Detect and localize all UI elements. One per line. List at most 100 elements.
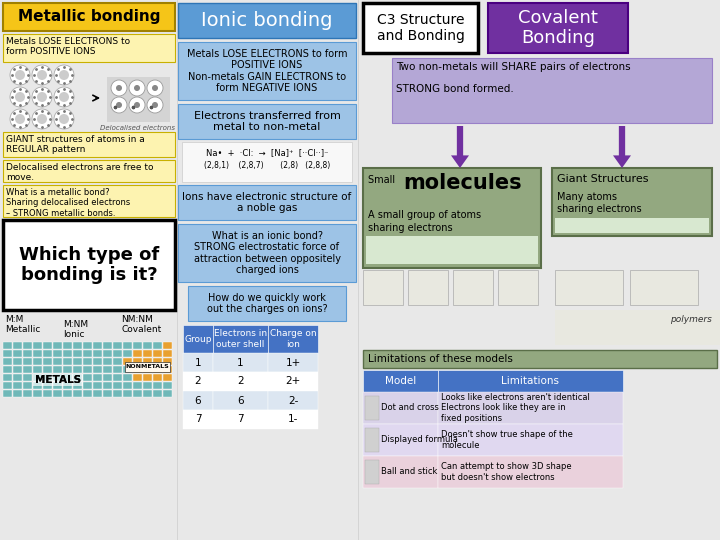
Bar — [33, 366, 42, 373]
Text: 2-: 2- — [288, 395, 298, 406]
Bar — [63, 390, 72, 397]
Text: 7: 7 — [237, 415, 244, 424]
Circle shape — [32, 87, 52, 107]
Bar — [213, 353, 268, 372]
Bar — [93, 358, 102, 365]
Circle shape — [37, 92, 47, 102]
Bar — [23, 358, 32, 365]
Text: C3 Structure
and Bonding: C3 Structure and Bonding — [377, 13, 464, 43]
Text: Limitations of these models: Limitations of these models — [368, 354, 513, 364]
Bar — [83, 366, 92, 373]
Text: molecules: molecules — [403, 173, 521, 193]
Bar — [153, 342, 162, 349]
Bar — [113, 358, 122, 365]
Bar — [3, 374, 12, 381]
Bar — [103, 358, 112, 365]
Bar — [33, 390, 42, 397]
Circle shape — [59, 70, 69, 80]
Circle shape — [116, 102, 122, 108]
Bar — [53, 358, 62, 365]
Bar — [113, 342, 122, 349]
Text: METALS: METALS — [35, 375, 81, 385]
Circle shape — [37, 70, 47, 80]
Bar — [53, 350, 62, 357]
Circle shape — [54, 109, 74, 129]
Circle shape — [147, 97, 163, 113]
Bar — [23, 366, 32, 373]
Circle shape — [134, 102, 140, 108]
Bar — [103, 366, 112, 373]
Text: Metals LOSE ELECTRONS to form
POSITIVE IONS
Non-metals GAIN ELECTRONS to
form NE: Metals LOSE ELECTRONS to form POSITIVE I… — [186, 49, 347, 93]
Bar — [13, 366, 22, 373]
Bar — [123, 342, 132, 349]
Text: Which type of
bonding is it?: Which type of bonding is it? — [19, 246, 159, 285]
Bar — [3, 34, 175, 62]
Bar — [113, 382, 122, 389]
Bar — [365, 428, 379, 452]
Bar — [43, 342, 52, 349]
Bar — [113, 350, 122, 357]
Circle shape — [37, 114, 47, 124]
Text: What is a metallic bond?
Sharing delocalised electrons
– STRONG metallic bonds.: What is a metallic bond? Sharing delocal… — [6, 188, 130, 218]
Text: Delocalised electrons are free to
move.: Delocalised electrons are free to move. — [6, 163, 153, 183]
Bar — [153, 358, 162, 365]
Bar — [23, 374, 32, 381]
Bar — [53, 366, 62, 373]
Bar — [33, 382, 42, 389]
Circle shape — [15, 70, 25, 80]
Bar — [178, 3, 356, 38]
Bar — [53, 374, 62, 381]
Bar — [363, 168, 541, 268]
Bar — [183, 372, 213, 391]
Bar — [498, 270, 538, 305]
Text: sharing electrons: sharing electrons — [557, 204, 642, 214]
Bar — [365, 396, 379, 420]
Text: Metals LOSE ELECTRONS to
form POSITIVE IONS: Metals LOSE ELECTRONS to form POSITIVE I… — [6, 37, 130, 56]
Bar — [133, 390, 142, 397]
Text: Two non-metals will SHARE pairs of electrons: Two non-metals will SHARE pairs of elect… — [396, 62, 631, 72]
Text: Limitations: Limitations — [502, 376, 559, 386]
Bar — [3, 185, 175, 217]
Bar — [183, 410, 213, 429]
Bar — [93, 382, 102, 389]
Text: 7: 7 — [194, 415, 202, 424]
Text: Displayed formula: Displayed formula — [381, 435, 458, 444]
Text: 2: 2 — [237, 376, 244, 387]
Bar — [93, 350, 102, 357]
Bar — [143, 382, 152, 389]
Bar — [33, 374, 42, 381]
Bar — [63, 358, 72, 365]
Bar — [143, 366, 152, 373]
Bar — [73, 382, 82, 389]
Text: 2: 2 — [194, 376, 202, 387]
Text: Can attempt to show 3D shape
but doesn't show electrons: Can attempt to show 3D shape but doesn't… — [441, 462, 572, 482]
Text: Dot and cross: Dot and cross — [381, 403, 439, 413]
Text: Ions have electronic structure of
a noble gas: Ions have electronic structure of a nobl… — [182, 192, 351, 213]
Polygon shape — [451, 126, 469, 168]
Bar — [43, 366, 52, 373]
Bar — [363, 370, 438, 392]
Bar — [107, 77, 170, 122]
Bar — [133, 358, 142, 365]
Bar — [13, 374, 22, 381]
Text: Metallic bonding: Metallic bonding — [18, 10, 161, 24]
Bar — [363, 456, 438, 488]
Bar — [33, 374, 83, 386]
Bar — [268, 353, 318, 372]
Bar — [83, 390, 92, 397]
Bar — [23, 382, 32, 389]
Circle shape — [10, 87, 30, 107]
Bar — [438, 370, 623, 392]
Bar — [143, 342, 152, 349]
Bar — [163, 366, 172, 373]
Text: Doesn't show true shape of the
molecule: Doesn't show true shape of the molecule — [441, 430, 573, 450]
Circle shape — [111, 80, 127, 96]
Bar — [143, 374, 152, 381]
Bar — [363, 270, 403, 305]
Bar — [182, 142, 352, 182]
Bar — [555, 218, 709, 233]
Text: METALS: METALS — [35, 375, 81, 385]
Circle shape — [116, 85, 122, 91]
Bar — [73, 366, 82, 373]
Bar — [43, 390, 52, 397]
